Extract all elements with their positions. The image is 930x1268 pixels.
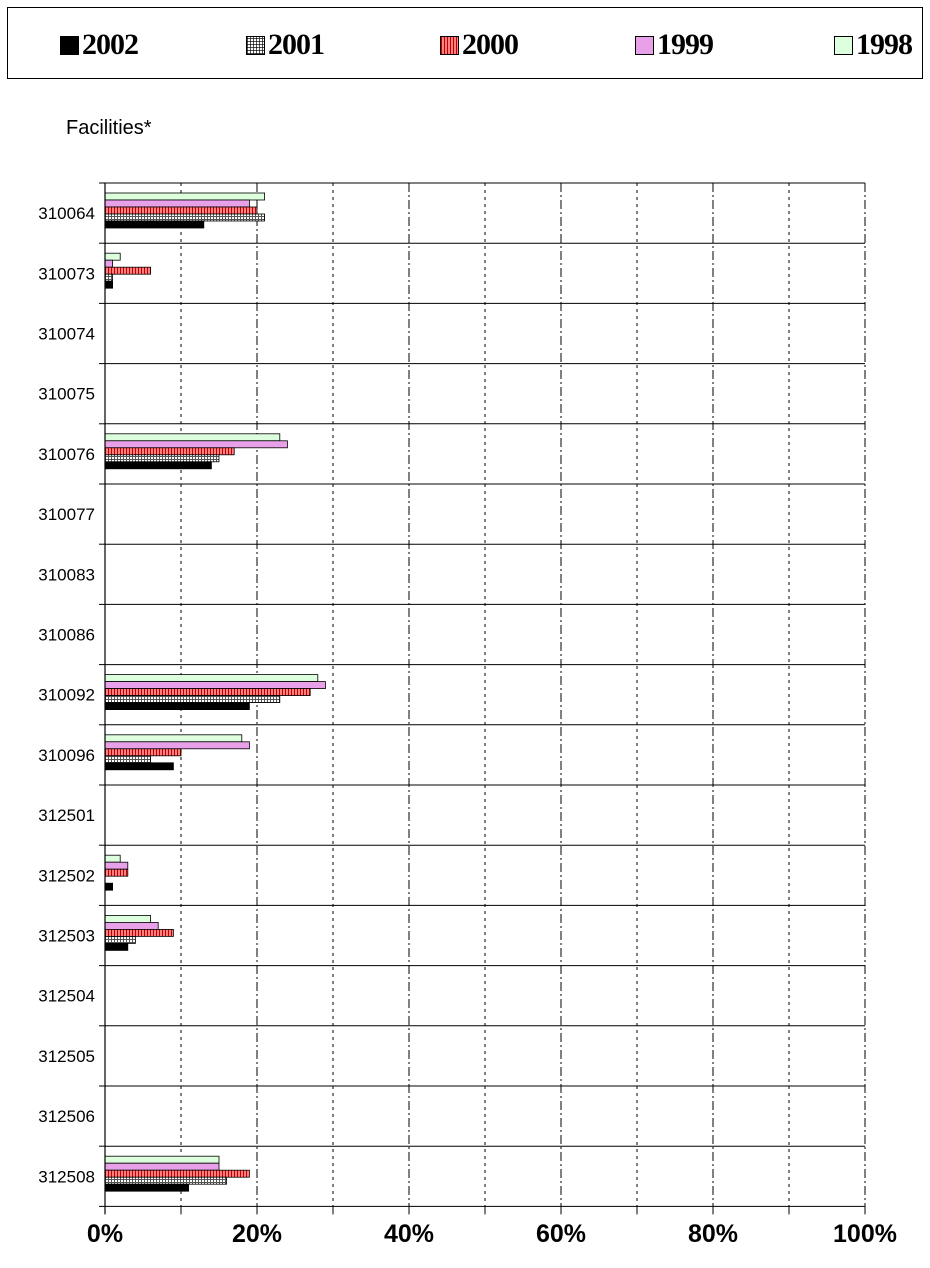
category-label: 310064 <box>38 204 95 223</box>
bar-2000-310064 <box>104 206 258 215</box>
bar-2000-310092 <box>104 688 311 696</box>
bar-2002-312502 <box>104 882 113 891</box>
chart-legend: 2002 2001 2000 1999 1998 <box>7 7 923 79</box>
category-label: 312504 <box>38 987 95 1006</box>
bar-2000-312503 <box>104 929 174 937</box>
category-label: 310086 <box>38 626 95 645</box>
category-label: 312506 <box>38 1107 95 1126</box>
category-label: 310096 <box>38 746 95 765</box>
legend-item-1998: 1998 <box>834 28 913 61</box>
x-tick-label: 100% <box>833 1220 897 1248</box>
bar-2002-310073 <box>104 280 113 289</box>
legend-swatch <box>834 35 853 55</box>
category-label: 310076 <box>38 445 95 464</box>
x-tick-label: 0% <box>87 1220 123 1248</box>
legend-label: 2000 <box>462 28 519 61</box>
category-label: 310083 <box>38 565 95 584</box>
bar-1999-310092 <box>104 681 326 689</box>
bar-2002-310064 <box>104 220 205 229</box>
category-label: 312501 <box>38 806 95 825</box>
category-label: 310074 <box>38 325 95 344</box>
bar-1999-310073 <box>104 259 113 268</box>
legend-label: 1999 <box>657 28 714 61</box>
bar-1998-310073 <box>104 252 121 261</box>
category-label: 310092 <box>38 686 95 705</box>
bar-2001-310096 <box>104 755 151 764</box>
legend-swatch <box>440 35 459 55</box>
bar-2001-312503 <box>104 936 136 944</box>
bar-1998-310092 <box>104 674 319 682</box>
bar-2002-310092 <box>104 702 250 710</box>
bar-2002-310096 <box>104 762 174 771</box>
bar-2001-310092 <box>104 695 281 703</box>
bar-1998-310096 <box>104 734 243 743</box>
legend-item-2000: 2000 <box>440 28 519 61</box>
bar-2000-312502 <box>104 868 129 877</box>
x-tick-label: 80% <box>688 1220 738 1248</box>
category-label: 312503 <box>38 927 95 946</box>
legend-item-2002: 2002 <box>60 28 139 61</box>
category-label: 312505 <box>38 1047 95 1066</box>
legend-swatch <box>246 35 265 55</box>
bar-2001-310064 <box>104 213 266 222</box>
legend-item-1999: 1999 <box>635 28 714 61</box>
bar-2001-310073 <box>104 273 113 282</box>
category-label: 310073 <box>38 264 95 283</box>
bar-2002-310076 <box>104 461 212 470</box>
bar-1999-310096 <box>104 741 250 750</box>
x-tick-label: 20% <box>232 1220 282 1248</box>
legend-label: 2001 <box>268 28 325 61</box>
bar-2002-312508 <box>104 1183 189 1192</box>
legend-item-2001: 2001 <box>246 28 325 61</box>
bar-1999-310064 <box>104 199 250 208</box>
bar-1998-312508 <box>104 1155 220 1164</box>
bar-2001-310076 <box>104 454 220 463</box>
bar-2000-310096 <box>104 748 182 757</box>
bar-1999-312502 <box>104 861 129 870</box>
category-label: 310075 <box>38 385 95 404</box>
bar-1999-312508 <box>104 1162 220 1171</box>
bar-1998-310064 <box>104 192 266 201</box>
bar-1998-310076 <box>104 433 281 442</box>
category-label: 312508 <box>38 1167 95 1186</box>
bar-1998-312502 <box>104 854 121 863</box>
bar-2000-310073 <box>104 266 151 275</box>
x-tick-label: 40% <box>384 1220 434 1248</box>
legend-label: 1998 <box>856 28 913 61</box>
bar-2001-312508 <box>104 1176 227 1185</box>
bar-1999-310076 <box>104 440 288 449</box>
bar-2000-310076 <box>104 447 235 456</box>
x-tick-label: 60% <box>536 1220 586 1248</box>
bar-1999-312503 <box>104 922 159 930</box>
legend-swatch <box>60 35 79 55</box>
bar-2000-312508 <box>104 1169 250 1178</box>
legend-label: 2002 <box>82 28 139 61</box>
category-label: 310077 <box>38 505 95 524</box>
category-label: 312502 <box>38 866 95 885</box>
legend-swatch <box>635 35 654 55</box>
y-axis-title: Facilities* <box>66 117 152 139</box>
bar-2002-312503 <box>104 943 129 951</box>
bar-1998-312503 <box>104 915 151 923</box>
